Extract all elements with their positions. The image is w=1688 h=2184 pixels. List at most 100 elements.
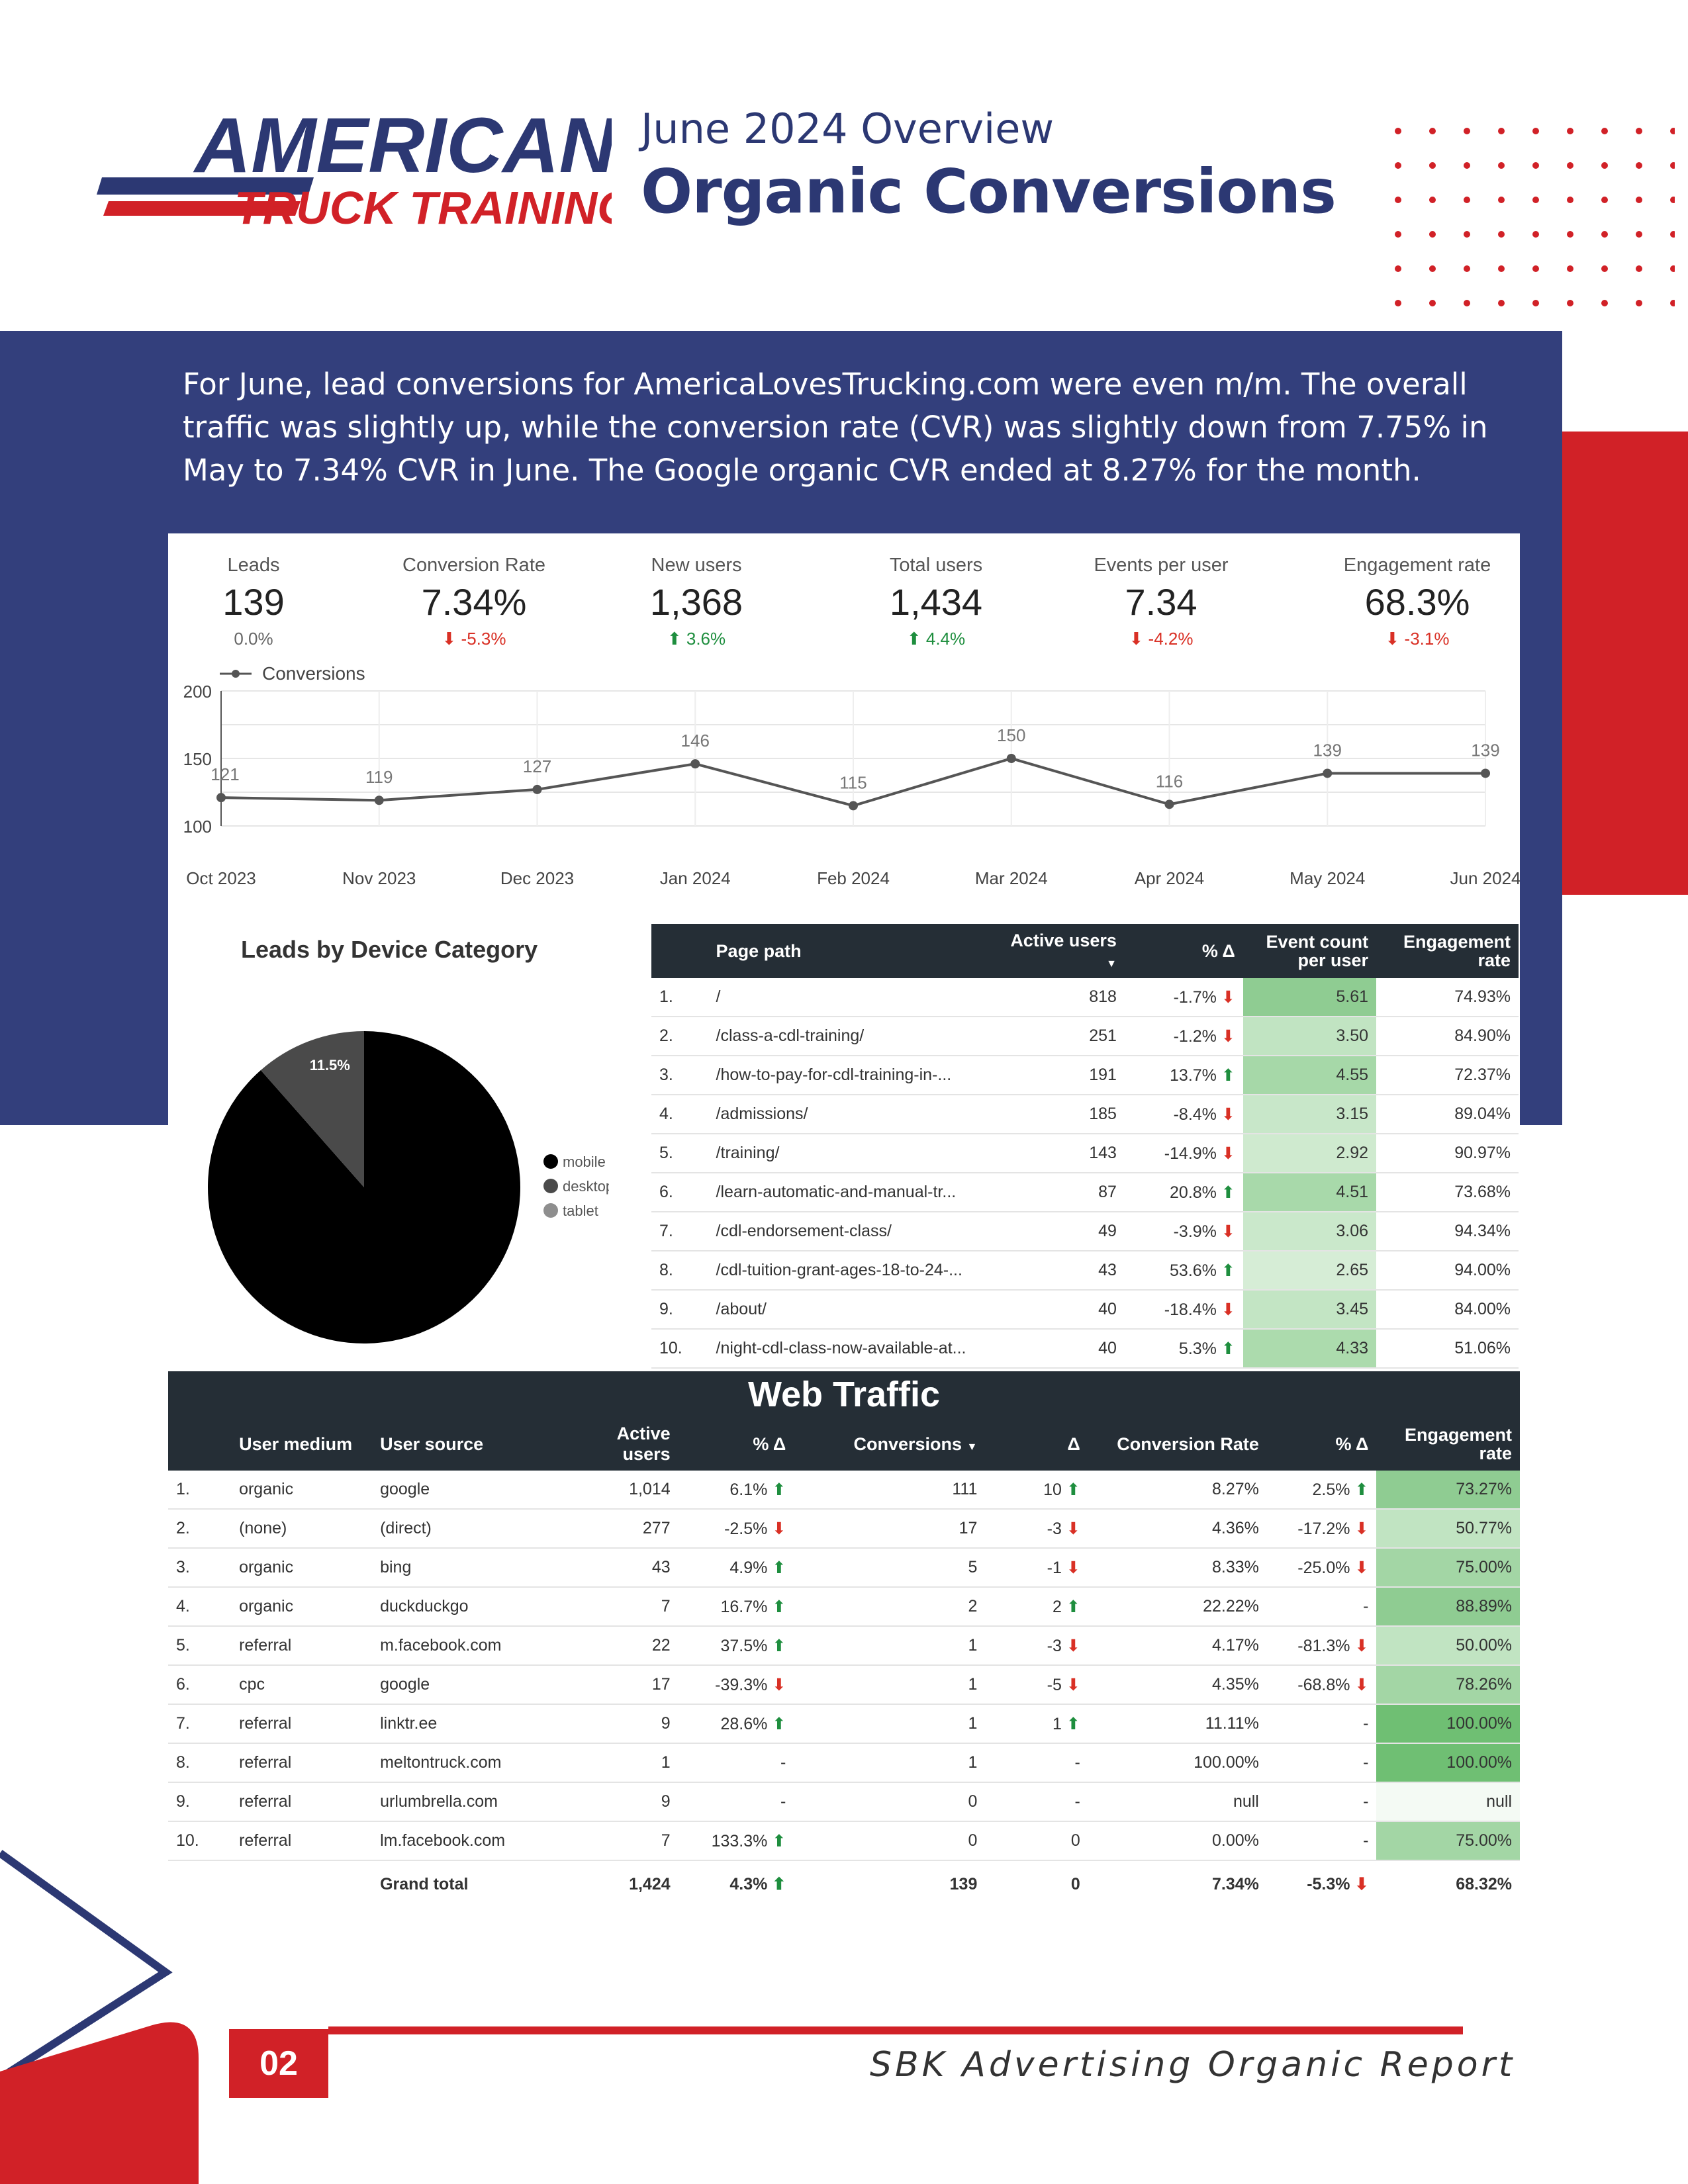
table-row[interactable]: 5. referral m.facebook.com 22 37.5% ⬆ 1 -3 ⬇ 4.…: [168, 1626, 1520, 1666]
table-row[interactable]: 2./class-a-cdl-training/251 -1.2% ⬇ 3.50 84…: [651, 1017, 1519, 1056]
cell-users-delta: -39.3% ⬇: [678, 1665, 794, 1705]
delta-value: -1: [1047, 1558, 1062, 1577]
cell-engagement-rate: 100.00%: [1376, 1704, 1520, 1744]
cell-page-path[interactable]: /about/: [708, 1290, 1001, 1330]
cell-index: 3.: [168, 1548, 232, 1588]
cell-page-path[interactable]: /cdl-tuition-grant-ages-18-to-24-...: [708, 1251, 1001, 1291]
x-tick-label: Jan 2024: [660, 868, 731, 888]
cell-index: 4.: [168, 1587, 232, 1627]
table-row[interactable]: 4./admissions/185 -8.4% ⬇ 3.15 89.04%: [651, 1095, 1519, 1134]
cell-total-rate-delta: -5.3% ⬇: [1267, 1860, 1377, 1907]
col-rate-delta[interactable]: % Δ: [1266, 1418, 1377, 1471]
pattern-dot: [1636, 300, 1642, 306]
table-row[interactable]: 1. organic google 1,014 6.1% ⬆ 111 10 ⬆ 8.27% 2.…: [168, 1471, 1520, 1510]
col-event-count[interactable]: Event count per user: [1243, 924, 1377, 978]
arrow-up-icon: ⬆: [1066, 1597, 1080, 1616]
x-tick-label: Nov 2023: [342, 868, 416, 888]
cell-page-path[interactable]: /how-to-pay-for-cdl-training-in-...: [708, 1056, 1001, 1095]
col-engagement-rate[interactable]: Engagement rate: [1376, 1418, 1520, 1471]
kpi-delta-value: 3.6%: [686, 629, 726, 649]
arrow-down-icon: ⬇: [1066, 1636, 1080, 1655]
cell-page-path[interactable]: /training/: [708, 1134, 1001, 1173]
col-user-source[interactable]: User source: [372, 1418, 557, 1471]
cell-active-users: 1: [556, 1743, 679, 1783]
cell-medium: referral: [231, 1626, 373, 1666]
cell-active-users: 818: [1000, 978, 1125, 1017]
col-page-path[interactable]: Page path: [708, 924, 1001, 978]
table-row[interactable]: 7. referral linktr.ee 9 28.6% ⬆ 1 1 ⬆ 11.11% - 1…: [168, 1704, 1520, 1744]
delta-value: -1.7%: [1173, 987, 1217, 1007]
table-row[interactable]: 7./cdl-endorsement-class/49 -3.9% ⬇ 3.06 94…: [651, 1212, 1519, 1251]
cell-page-path[interactable]: /class-a-cdl-training/: [708, 1017, 1001, 1056]
arrow-up-icon: ⬆: [1354, 1480, 1369, 1499]
cell-index: 7.: [168, 1704, 232, 1744]
table-row[interactable]: 9. referral urlumbrella.com 9- 0- null - nul…: [168, 1782, 1520, 1822]
kpi-delta: ⬇ -3.1%: [1385, 629, 1450, 649]
table-row[interactable]: 8./cdl-tuition-grant-ages-18-to-24-... 43…: [651, 1251, 1519, 1291]
cell-active-users: 7: [556, 1821, 679, 1861]
table-row[interactable]: 2. (none) (direct) 277 -2.5% ⬇ 17 -3 ⬇ 4.36% -17…: [168, 1509, 1520, 1549]
legend-label: Conversions: [262, 663, 365, 684]
delta-value: 10: [1043, 1480, 1062, 1499]
col-engagement-rate[interactable]: Engagement rate: [1376, 924, 1519, 978]
table-row[interactable]: 3. organic bing 43 4.9% ⬆ 5 -1 ⬇ 8.33% -25.0% ⬇ 7…: [168, 1548, 1520, 1588]
table-row[interactable]: 3./how-to-pay-for-cdl-training-in-... 191…: [651, 1056, 1519, 1095]
cell-active-users: 251: [1000, 1017, 1125, 1056]
pattern-dot: [1498, 265, 1505, 272]
legend-label: tablet: [563, 1203, 598, 1219]
table-row[interactable]: 10. referral lm.facebook.com 7 133.3% ⬆ 0 0 0.…: [168, 1821, 1520, 1861]
data-point: [1323, 768, 1333, 778]
cell-event-count: 3.50: [1243, 1017, 1377, 1056]
cell-index: 3.: [651, 1056, 708, 1095]
x-tick-label: Dec 2023: [500, 868, 574, 888]
arrow-up-icon: ⬆: [772, 1636, 786, 1655]
y-tick-label: 150: [183, 749, 212, 769]
table-row[interactable]: 8. referral meltontruck.com 1- 1- 100.00% - …: [168, 1743, 1520, 1783]
table-row[interactable]: 9./about/40 -18.4% ⬇ 3.45 84.00%: [651, 1290, 1519, 1330]
delta-value: -25.0%: [1297, 1558, 1350, 1577]
y-tick-label: 100: [183, 817, 212, 837]
cell-page-path[interactable]: /cdl-endorsement-class/: [708, 1212, 1001, 1251]
table-row[interactable]: 5./training/143 -14.9% ⬇ 2.92 90.97%: [651, 1134, 1519, 1173]
cell-active-users: 277: [556, 1509, 679, 1549]
arrow-up-icon: ⬆: [1066, 1480, 1080, 1499]
kpi-value: 7.34: [1125, 581, 1197, 623]
cell-page-path[interactable]: /admissions/: [708, 1095, 1001, 1134]
table-row[interactable]: 6./learn-automatic-and-manual-tr... 87 20.…: [651, 1173, 1519, 1212]
kpi-delta: ⬇ -5.3%: [442, 629, 506, 649]
pattern-dot: [1498, 162, 1505, 169]
cell-conversion-rate: 8.33%: [1088, 1548, 1267, 1588]
x-tick-label: Feb 2024: [817, 868, 890, 888]
col-conv-delta[interactable]: Δ: [985, 1418, 1088, 1471]
cell-source: linktr.ee: [372, 1704, 557, 1744]
logo-text-1: AMERICAN: [193, 103, 612, 189]
cell-engagement-rate: 84.00%: [1376, 1290, 1519, 1330]
col-user-medium[interactable]: User medium: [231, 1418, 373, 1471]
table-row[interactable]: 6. cpc google 17 -39.3% ⬇ 1 -5 ⬇ 4.35% -68.8% ⬇ 7…: [168, 1665, 1520, 1705]
legend-marker: [543, 1179, 558, 1193]
cell-page-path[interactable]: /: [708, 978, 1001, 1017]
dot-pattern: [1395, 128, 1675, 306]
delta-value: -68.8%: [1297, 1675, 1350, 1694]
col-users-delta[interactable]: % Δ: [678, 1418, 794, 1471]
arrow-up-icon: ⬆: [772, 1875, 786, 1893]
col-active-users[interactable]: Active users ▼: [1000, 924, 1125, 978]
cell-conversions: 1: [794, 1743, 986, 1783]
cell-medium: referral: [231, 1704, 373, 1744]
cell-engagement-rate: 51.06%: [1376, 1329, 1519, 1369]
cell-page-path[interactable]: /night-cdl-class-now-available-at...: [708, 1329, 1001, 1369]
col-conversions[interactable]: Conversions ▼: [794, 1418, 986, 1471]
pattern-dot: [1498, 128, 1505, 134]
cell-page-path[interactable]: /learn-automatic-and-manual-tr...: [708, 1173, 1001, 1212]
table-row[interactable]: 10./night-cdl-class-now-available-at... 4…: [651, 1329, 1519, 1369]
pattern-dot: [1395, 300, 1401, 306]
delta-value: 28.6%: [720, 1714, 768, 1733]
col-conversion-rate[interactable]: Conversion Rate: [1088, 1418, 1267, 1471]
cell-total-rate: 7.34%: [1211, 1874, 1259, 1893]
cell-source: duckduckgo: [372, 1587, 557, 1627]
col-active-users[interactable]: Active users: [556, 1418, 679, 1471]
table-row[interactable]: 1./818 -1.7% ⬇ 5.61 74.93%: [651, 978, 1519, 1017]
col-delta[interactable]: % Δ: [1124, 924, 1243, 978]
table-row[interactable]: 4. organic duckduckgo 7 16.7% ⬆ 2 2 ⬆ 22.22% - 8…: [168, 1587, 1520, 1627]
arrow-down-icon: ⬇: [1066, 1558, 1080, 1577]
